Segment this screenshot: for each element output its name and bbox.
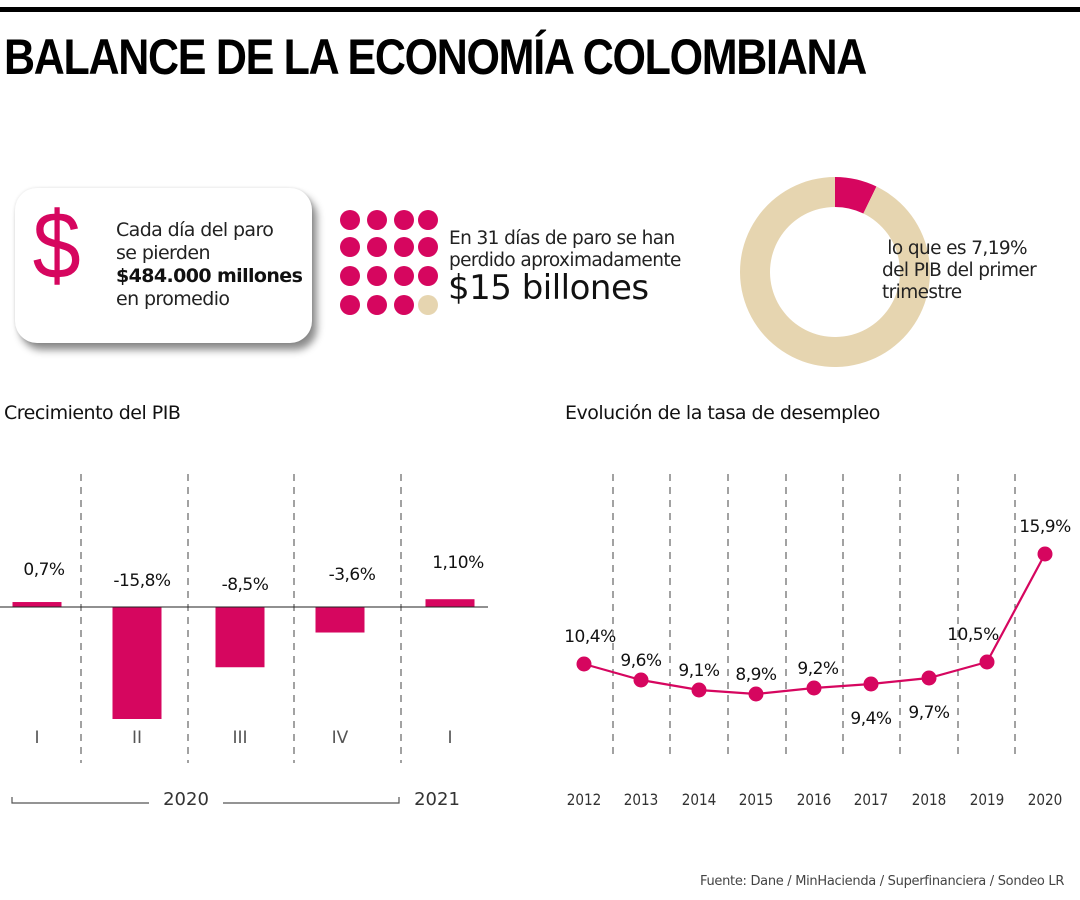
unemployment-point <box>633 672 649 688</box>
unemployment-point <box>1037 546 1053 562</box>
daily-loss-amount: $484.000 millones <box>116 265 303 287</box>
point-data-label: 10,5% <box>947 625 999 645</box>
unemployment-point <box>863 676 879 692</box>
unemployment-point <box>748 686 764 702</box>
gdp-share-text: lo que es 7,19% del PIB del primer trime… <box>882 238 1037 304</box>
point-data-label: 9,1% <box>678 661 720 681</box>
year-tick-label: 2018 <box>912 791 947 809</box>
year-tick-label: 2012 <box>567 791 602 809</box>
year-tick-label: 2015 <box>739 791 774 809</box>
point-data-label: 9,2% <box>797 659 839 679</box>
point-data-label: 9,7% <box>908 703 950 723</box>
total-loss-amount: $15 billones <box>448 268 649 308</box>
total-loss-line1: En 31 días de paro se han <box>449 228 675 249</box>
unemployment-point <box>691 682 707 698</box>
page-title: BALANCE DE LA ECONOMÍA COLOMBIANA <box>4 29 867 85</box>
point-data-label: 9,4% <box>850 709 892 729</box>
point-data-label: 9,6% <box>620 651 662 671</box>
daily-loss-line4: en promedio <box>116 288 230 310</box>
gdp-bar <box>215 607 265 668</box>
bar-data-label: -8,5% <box>222 575 269 595</box>
bar-data-label: -15,8% <box>113 571 170 591</box>
gdp-share-line1: lo que es 7,19% <box>882 238 1028 259</box>
quarter-label: IV <box>332 728 349 748</box>
gdp-chart-title: Crecimiento del PIB <box>4 402 181 424</box>
unemployment-point <box>921 670 937 686</box>
source-note: Fuente: Dane / MinHacienda / Superfinanc… <box>700 874 1065 889</box>
total-loss-text: En 31 días de paro se han perdido aproxi… <box>449 228 681 272</box>
top-rule <box>0 7 1080 12</box>
point-data-label: 15,9% <box>1019 517 1071 537</box>
year-tick-label: 2017 <box>854 791 889 809</box>
unemployment-point <box>979 654 995 670</box>
bar-data-label: -3,6% <box>329 565 376 585</box>
quarter-label: I <box>34 728 39 748</box>
year-tick-label: 2014 <box>682 791 717 809</box>
gdp-share-line3: trimestre <box>882 282 962 303</box>
point-data-label: 8,9% <box>735 665 777 685</box>
quarter-label: II <box>132 728 142 748</box>
daily-loss-card <box>15 188 312 343</box>
unemployment-point <box>806 680 822 696</box>
year-tick-label: 2019 <box>970 791 1005 809</box>
bar-data-label: 1,10% <box>432 553 484 573</box>
daily-loss-line1: Cada día del paro <box>116 219 274 241</box>
gdp-bar <box>425 599 475 607</box>
unemployment-chart-title: Evolución de la tasa de desempleo <box>565 402 880 424</box>
year-label-2021: 2021 <box>414 789 460 810</box>
gdp-bar <box>12 602 62 607</box>
daily-loss-line2: se pierden <box>116 242 211 264</box>
point-data-label: 10,4% <box>564 627 616 647</box>
year-tick-label: 2020 <box>1028 791 1063 809</box>
gdp-bar <box>112 607 162 719</box>
quarter-label: I <box>447 728 452 748</box>
group-bracket-right <box>223 797 400 804</box>
year-tick-label: 2013 <box>624 791 659 809</box>
gdp-share-line2: del PIB del primer <box>882 260 1037 281</box>
total-loss-line2: perdido aproximadamente <box>449 250 681 271</box>
bar-data-label: 0,7% <box>23 560 65 580</box>
gdp-bar <box>315 607 365 633</box>
daily-loss-text: Cada día del paro se pierden $484.000 mi… <box>116 219 303 311</box>
unemployment-point <box>576 656 592 672</box>
group-bracket-left <box>11 797 149 804</box>
quarter-label: III <box>232 728 247 748</box>
year-tick-label: 2016 <box>797 791 832 809</box>
dollar-sign-icon: $ <box>32 192 81 299</box>
year-label-2020: 2020 <box>163 789 209 810</box>
